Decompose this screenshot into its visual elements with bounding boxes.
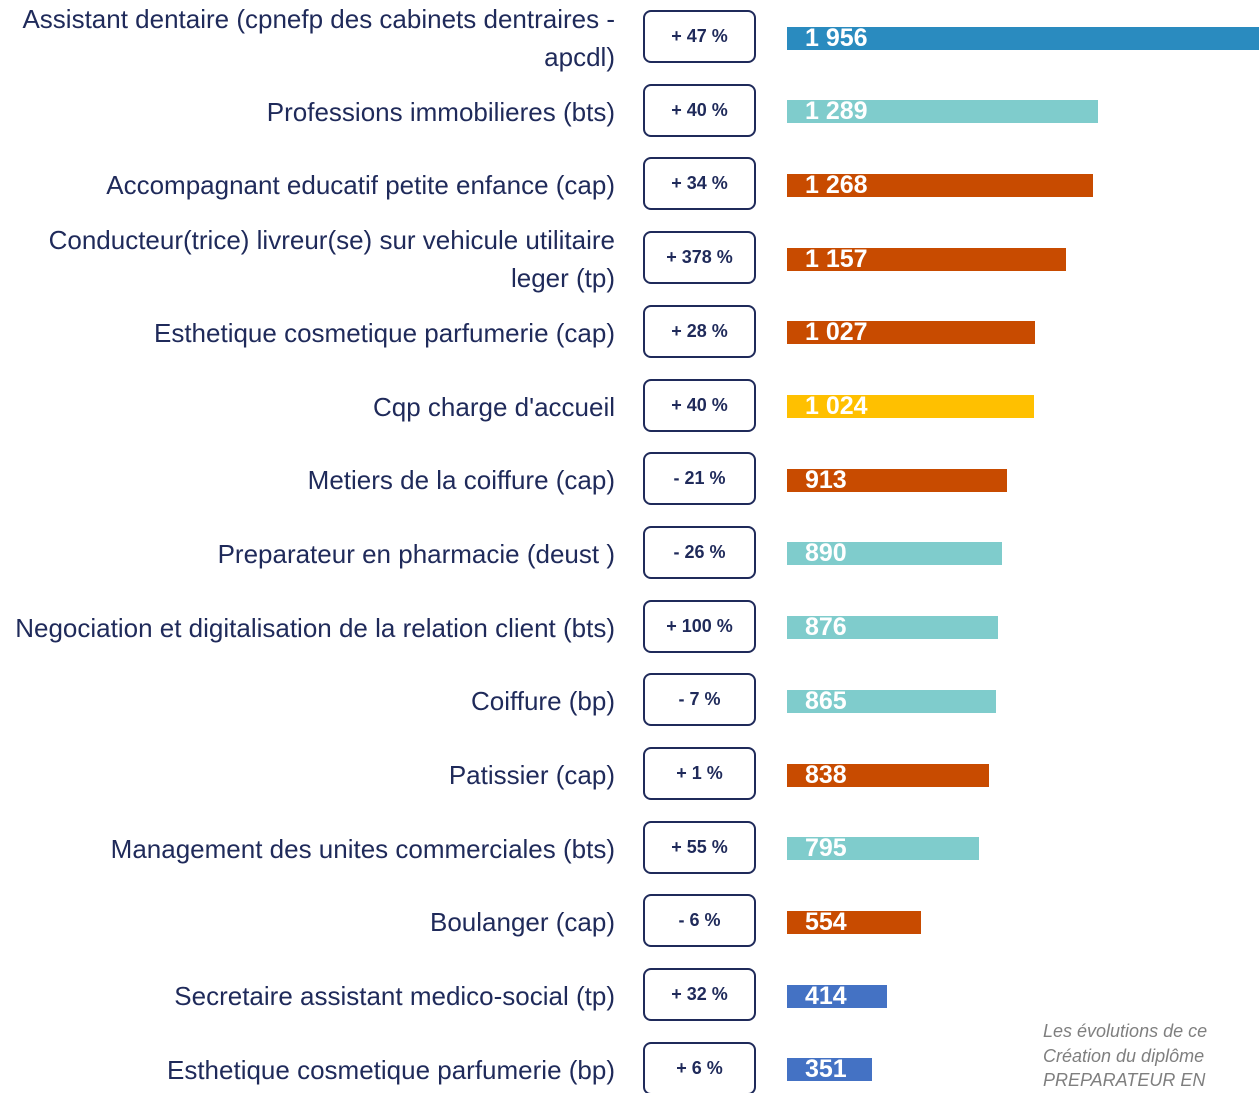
change-box: + 34 % xyxy=(643,157,756,211)
bar xyxy=(787,100,1099,124)
bar xyxy=(787,689,996,713)
change-box: + 28 % xyxy=(643,304,756,358)
footnote: PREPARATEUR EN xyxy=(1043,1070,1206,1090)
bar xyxy=(787,247,1067,271)
category-label: Secretaire assistant medico-social (tp) xyxy=(174,981,615,1012)
category-label: Cqp charge d'accueil xyxy=(373,391,615,422)
change-box: + 40 % xyxy=(643,378,756,432)
category-label: Conducteur(trice) livreur(se) sur vehicu… xyxy=(48,225,615,294)
bar xyxy=(787,395,1035,418)
category-label: Preparateur en pharmacie (deust ) xyxy=(217,538,615,569)
category-label: Esthetique cosmetique parfumerie (bp) xyxy=(166,1054,615,1085)
value-label: 1 268 xyxy=(805,170,868,199)
value-label: 913 xyxy=(805,465,847,494)
change-box: + 47 % xyxy=(643,10,756,63)
bar xyxy=(787,321,1035,345)
value-label: 1 157 xyxy=(805,244,868,273)
change-box: - 26 % xyxy=(643,525,756,579)
value-label: 795 xyxy=(805,834,847,863)
change-box: + 6 % xyxy=(643,1041,756,1093)
change-box: - 7 % xyxy=(643,673,756,727)
value-label: 838 xyxy=(805,760,847,789)
bar xyxy=(787,1058,872,1082)
category-label: Coiffure (bp) xyxy=(470,686,615,717)
change-box: + 100 % xyxy=(643,599,756,653)
bar xyxy=(787,468,1008,492)
bar xyxy=(787,616,999,640)
value-label: 1 289 xyxy=(805,97,868,126)
category-label: Negociation et digitalisation de la rela… xyxy=(15,612,615,643)
value-label: 554 xyxy=(805,907,847,936)
bar xyxy=(787,763,990,787)
value-label: 414 xyxy=(805,981,847,1010)
category-label: Professions immobilieres (bts) xyxy=(266,96,615,127)
footnote: Les évolutions de ce xyxy=(1043,1021,1208,1041)
change-box: - 21 % xyxy=(643,452,756,506)
value-label: 865 xyxy=(805,686,847,715)
category-label: Metiers de la coiffure (cap) xyxy=(307,465,615,496)
category-label: Management des unites commerciales (bts) xyxy=(110,833,615,864)
value-label: 876 xyxy=(805,613,847,642)
bar xyxy=(787,26,1259,50)
bar xyxy=(787,910,921,934)
value-label: 351 xyxy=(805,1055,847,1084)
footnote: Création du diplôme xyxy=(1043,1045,1205,1066)
category-label: Esthetique cosmetique parfumerie (cap) xyxy=(153,317,615,348)
bar xyxy=(787,173,1093,197)
value-label: 1 024 xyxy=(805,392,868,420)
value-label: 890 xyxy=(805,539,847,568)
category-label: Boulanger (cap) xyxy=(430,907,615,938)
change-box: + 378 % xyxy=(643,231,756,285)
change-box: + 1 % xyxy=(643,747,756,800)
value-label: 1 027 xyxy=(805,318,868,347)
value-label: 1 956 xyxy=(805,23,868,52)
change-box: + 40 % xyxy=(643,83,756,137)
change-box: - 6 % xyxy=(643,894,756,948)
bar xyxy=(787,837,979,861)
category-label: Assistant dentaire (cpnefp des cabinets … xyxy=(22,4,615,72)
category-label: Patissier (cap) xyxy=(448,760,615,790)
bar xyxy=(787,542,1002,566)
bar xyxy=(787,984,887,1008)
change-box: + 32 % xyxy=(643,968,756,1022)
change-box: + 55 % xyxy=(643,820,756,874)
category-label: Accompagnant educatif petite enfance (ca… xyxy=(106,170,615,201)
